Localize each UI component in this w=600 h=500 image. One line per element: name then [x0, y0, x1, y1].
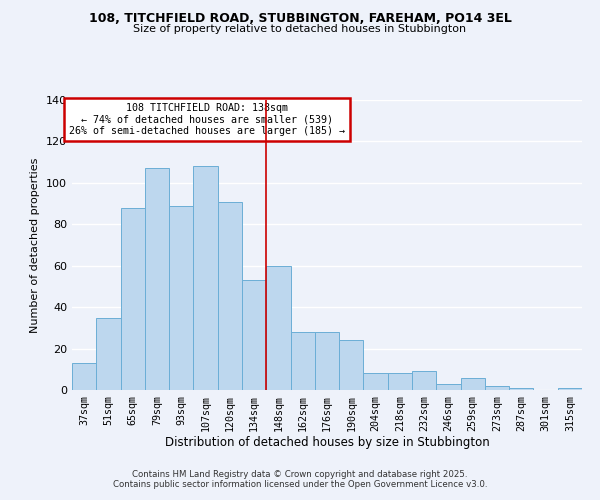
X-axis label: Distribution of detached houses by size in Stubbington: Distribution of detached houses by size … — [164, 436, 490, 450]
Text: Contains public sector information licensed under the Open Government Licence v3: Contains public sector information licen… — [113, 480, 487, 489]
Bar — [121, 208, 145, 390]
Bar — [266, 266, 290, 390]
Bar — [218, 202, 242, 390]
Text: Size of property relative to detached houses in Stubbington: Size of property relative to detached ho… — [133, 24, 467, 34]
Bar — [436, 384, 461, 390]
Text: Contains HM Land Registry data © Crown copyright and database right 2025.: Contains HM Land Registry data © Crown c… — [132, 470, 468, 479]
Bar — [315, 332, 339, 390]
Bar — [169, 206, 193, 390]
Bar — [72, 363, 96, 390]
Bar — [412, 372, 436, 390]
Bar — [558, 388, 582, 390]
Bar — [96, 318, 121, 390]
Text: 108 TITCHFIELD ROAD: 138sqm
← 74% of detached houses are smaller (539)
26% of se: 108 TITCHFIELD ROAD: 138sqm ← 74% of det… — [69, 103, 345, 136]
Bar — [339, 340, 364, 390]
Bar — [461, 378, 485, 390]
Bar — [242, 280, 266, 390]
Bar — [193, 166, 218, 390]
Bar — [388, 374, 412, 390]
Bar — [485, 386, 509, 390]
Y-axis label: Number of detached properties: Number of detached properties — [31, 158, 40, 332]
Bar — [509, 388, 533, 390]
Bar — [145, 168, 169, 390]
Text: 108, TITCHFIELD ROAD, STUBBINGTON, FAREHAM, PO14 3EL: 108, TITCHFIELD ROAD, STUBBINGTON, FAREH… — [89, 12, 511, 26]
Bar — [290, 332, 315, 390]
Bar — [364, 374, 388, 390]
